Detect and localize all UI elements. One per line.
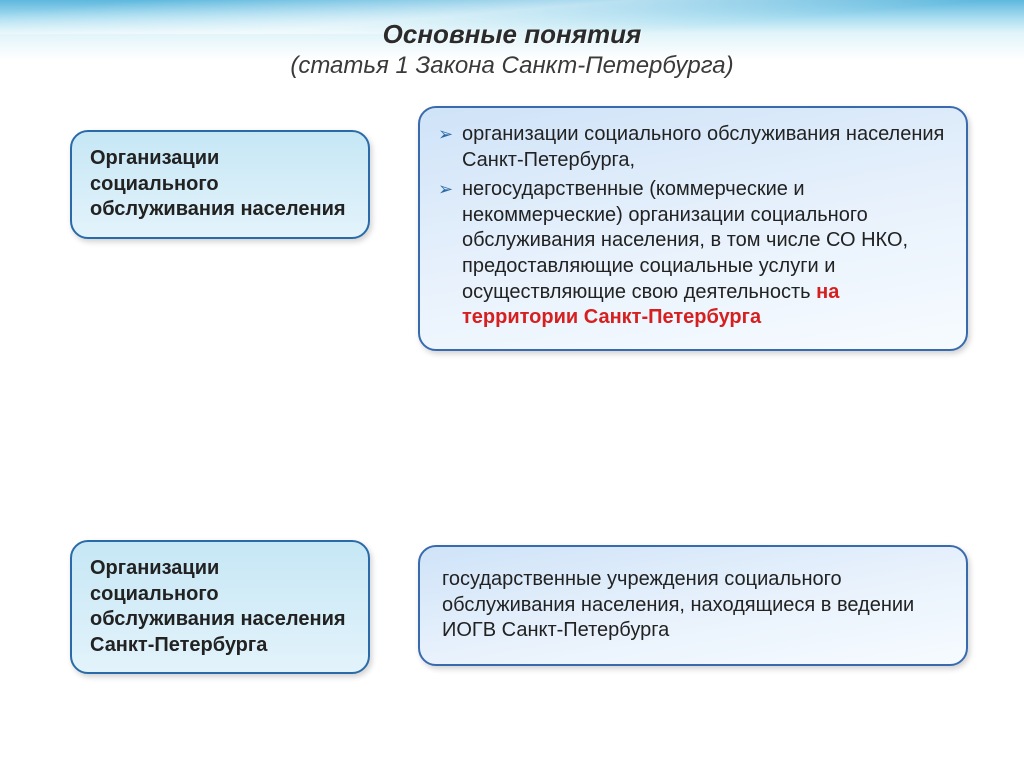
definition-text: государственные учреждения социального о… <box>442 568 914 641</box>
slide-title: Основные понятия <box>0 18 1024 51</box>
term-label: Организации социального обслуживания нас… <box>90 147 346 220</box>
slide-heading: Основные понятия (статья 1 Закона Санкт-… <box>0 18 1024 81</box>
term-label: Организации социального обслуживания нас… <box>90 557 346 656</box>
list-item: организации социального обслуживания нас… <box>438 122 948 173</box>
list-item: негосударственные (коммерческие и некомм… <box>438 177 948 331</box>
bullet-text: негосударственные (коммерческие и некомм… <box>462 178 908 302</box>
definition-list: организации социального обслуживания нас… <box>438 122 948 331</box>
bullet-text: организации социального обслуживания нас… <box>462 123 944 171</box>
definition-box-organizations: организации социального обслуживания нас… <box>418 106 968 351</box>
term-box-organizations: Организации социального обслуживания нас… <box>70 130 370 239</box>
slide-subtitle: (статья 1 Закона Санкт-Петербурга) <box>0 51 1024 81</box>
definition-box-spb-organizations: государственные учреждения социального о… <box>418 545 968 666</box>
term-box-spb-organizations: Организации социального обслуживания нас… <box>70 540 370 674</box>
